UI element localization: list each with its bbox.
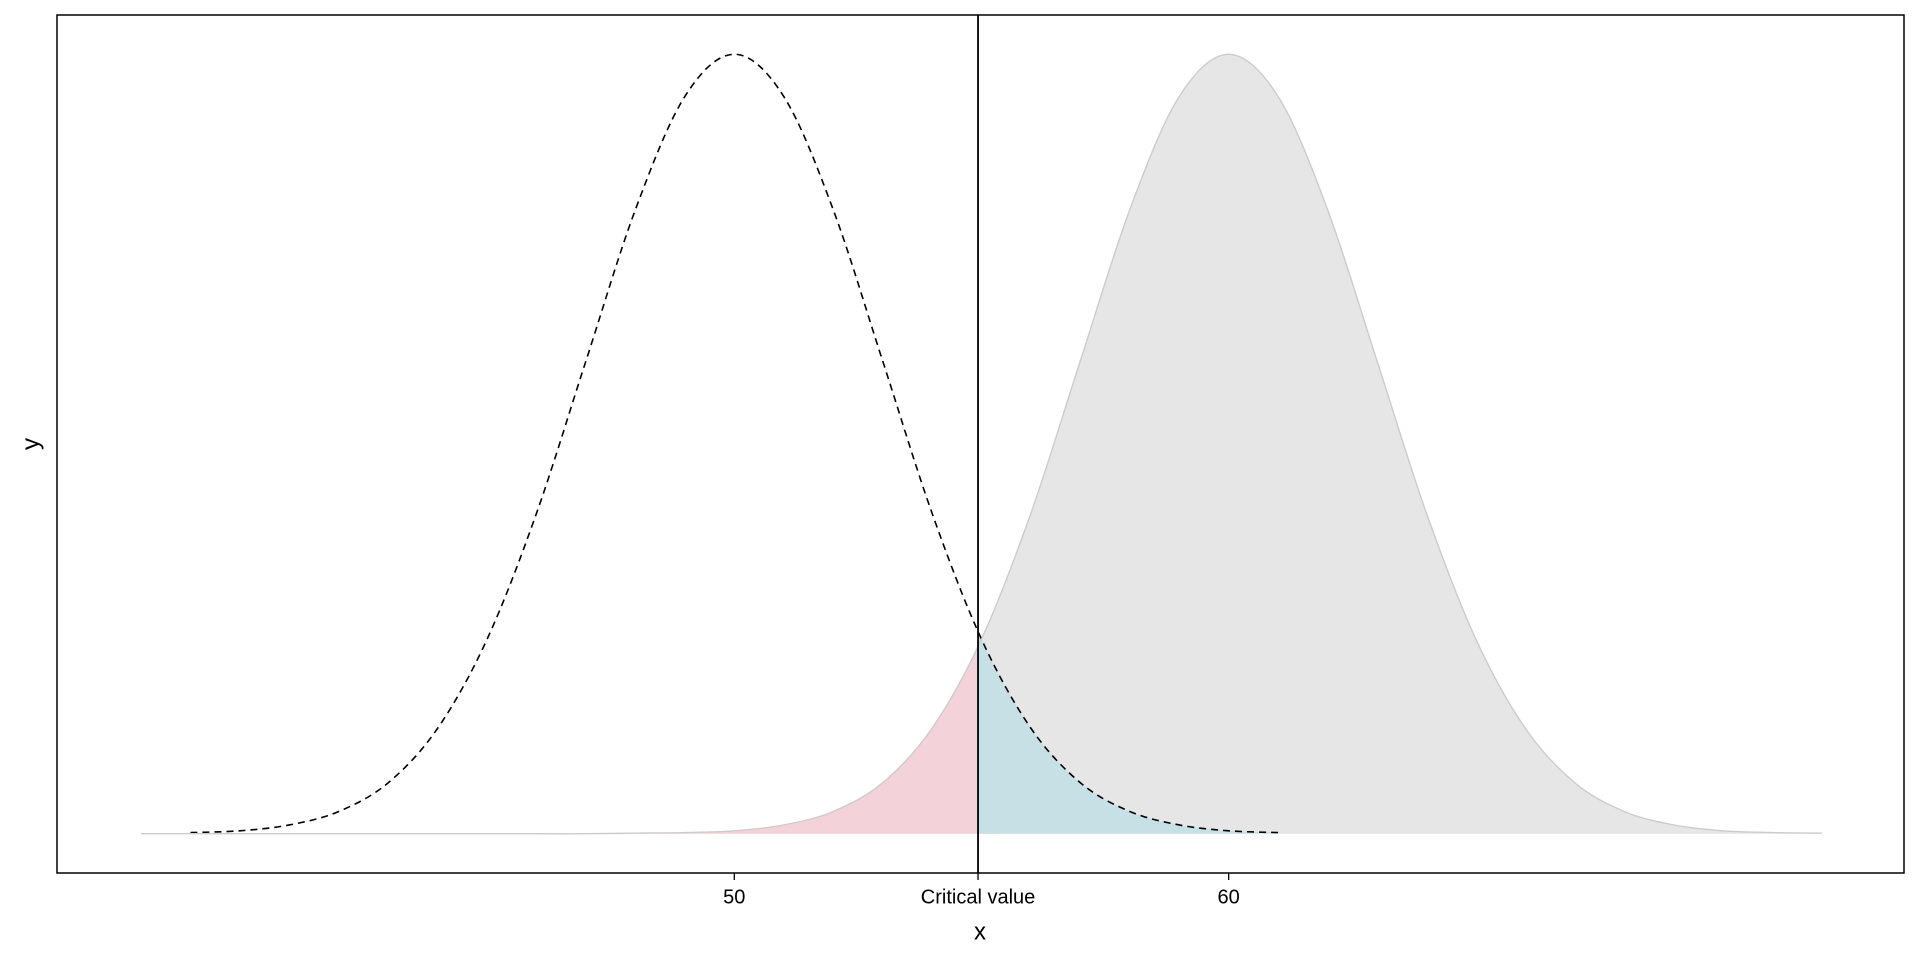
plot-area	[141, 15, 1822, 873]
x-tick-label: 60	[1218, 886, 1240, 908]
beta-area	[141, 646, 979, 834]
x-tick-label: Critical value	[921, 886, 1035, 908]
x-tick-label: 50	[723, 886, 745, 908]
density-curve	[141, 53, 1822, 835]
alpha-area	[978, 631, 1279, 834]
density-curve	[190, 53, 1279, 834]
power-area	[978, 54, 1822, 834]
panel-frame	[56, 14, 1905, 874]
y-axis-title: y	[17, 438, 44, 450]
x-axis-title: x	[974, 918, 986, 945]
